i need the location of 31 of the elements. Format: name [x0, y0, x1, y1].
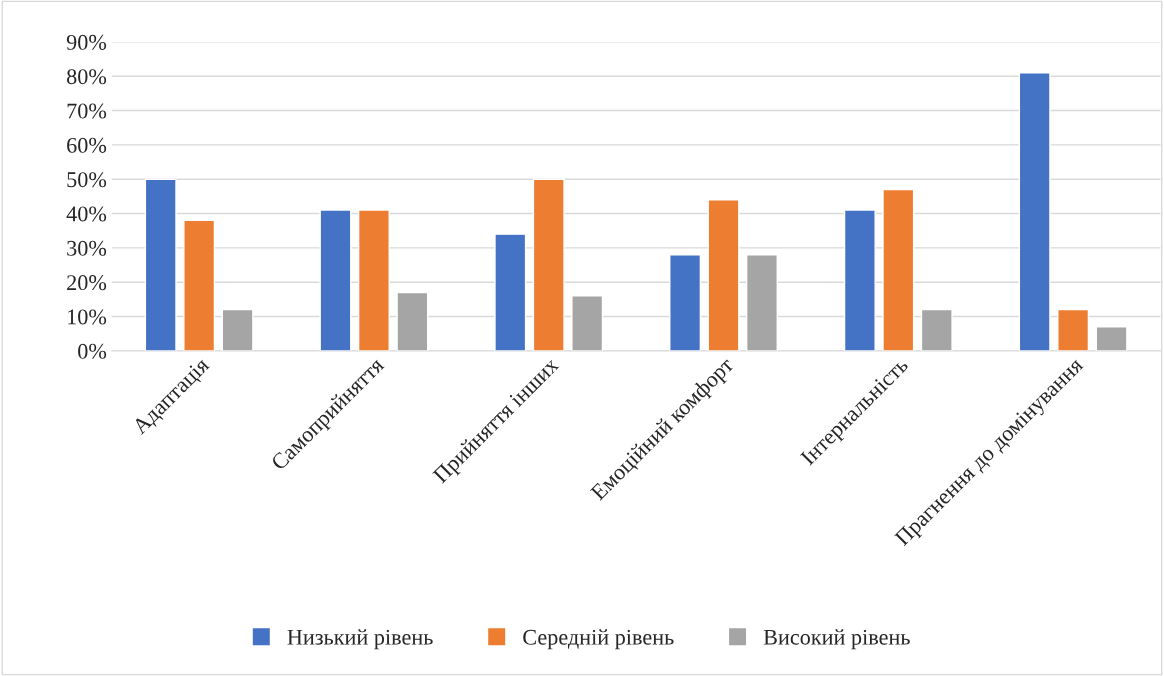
y-tick-label: 30% — [67, 240, 107, 256]
bar — [1095, 326, 1128, 351]
bar — [669, 254, 702, 351]
y-tick-label: 90% — [66, 34, 107, 50]
bar — [571, 295, 604, 351]
legend-label: Середній рівень — [523, 629, 674, 650]
bar — [183, 219, 216, 351]
bar — [843, 209, 876, 351]
y-tick-label: 60% — [67, 137, 107, 153]
y-tick-label: 80% — [67, 69, 107, 85]
bar — [707, 199, 740, 351]
bar — [494, 233, 527, 351]
legend-label: Низький рівень — [287, 629, 433, 650]
bar — [745, 254, 778, 351]
y-tick-label: 0% — [78, 343, 107, 359]
bar — [357, 209, 390, 351]
bar — [144, 178, 177, 351]
bar — [882, 188, 915, 351]
bar — [920, 308, 953, 351]
legend-label: Високий рівень — [763, 629, 910, 650]
bar — [532, 178, 565, 351]
bar — [1057, 308, 1090, 351]
y-tick-label: 20% — [67, 275, 107, 291]
bar — [319, 209, 352, 351]
bar — [1018, 72, 1051, 351]
y-tick-label: 70% — [67, 103, 107, 119]
bar — [396, 291, 429, 351]
y-tick-label: 10% — [68, 309, 107, 325]
y-tick-label: 40% — [66, 206, 107, 222]
y-tick-label: 50% — [67, 172, 107, 188]
bar — [221, 308, 254, 351]
